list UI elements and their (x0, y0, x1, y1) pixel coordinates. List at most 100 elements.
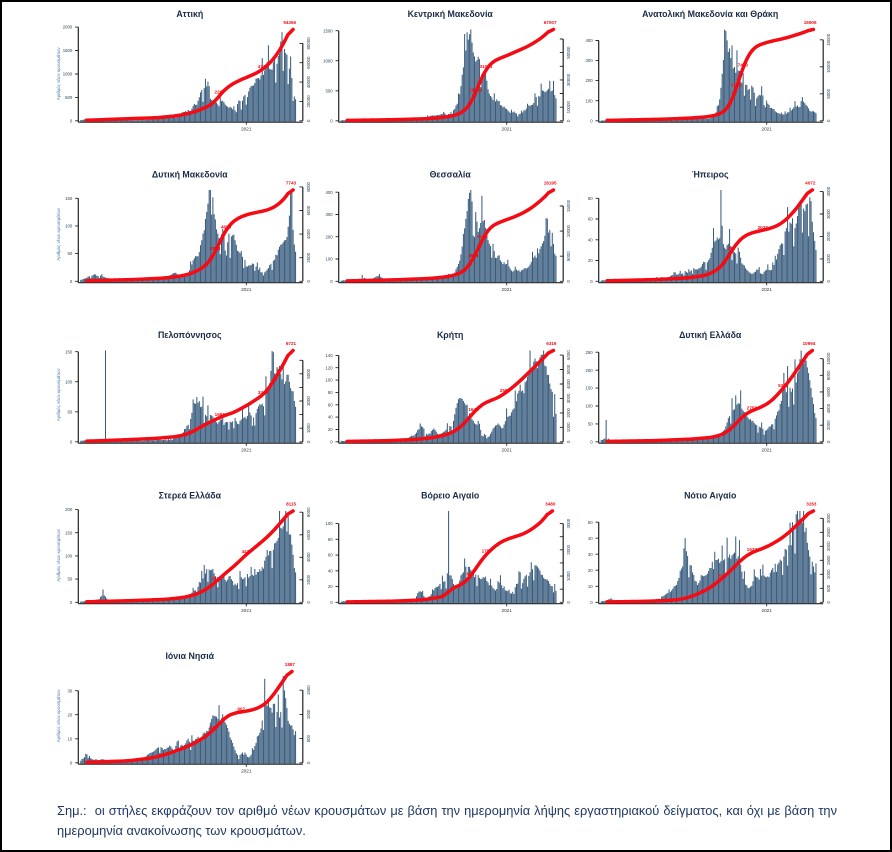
svg-text:3000: 3000 (566, 393, 571, 403)
svg-text:140: 140 (326, 353, 334, 358)
svg-text:30000: 30000 (566, 73, 571, 86)
svg-text:9046: 9046 (477, 234, 488, 239)
svg-text:Δυτική Ελλάδα: Δυτική Ελλάδα (679, 330, 742, 340)
svg-text:20: 20 (588, 568, 593, 573)
svg-text:200: 200 (65, 507, 73, 512)
svg-text:0: 0 (70, 118, 73, 123)
svg-text:1000: 1000 (63, 72, 73, 77)
svg-text:2000: 2000 (63, 25, 73, 30)
svg-text:4735: 4735 (258, 64, 269, 69)
svg-text:3480: 3480 (545, 501, 556, 506)
svg-text:0: 0 (330, 600, 333, 605)
svg-text:5000: 5000 (566, 251, 571, 261)
svg-text:150: 150 (65, 530, 73, 535)
svg-text:20: 20 (328, 584, 333, 589)
svg-text:Ανατολική Μακεδονία και Θράκη: Ανατολική Μακεδονία και Θράκη (642, 9, 778, 19)
svg-text:1756: 1756 (482, 549, 493, 554)
svg-text:Δυτική Μακεδονία: Δυτική Μακεδονία (152, 169, 228, 179)
svg-text:100: 100 (65, 224, 73, 229)
svg-text:0: 0 (306, 119, 311, 122)
svg-text:30: 30 (68, 688, 73, 693)
svg-text:18195: 18195 (544, 180, 557, 185)
svg-text:3263: 3263 (806, 501, 817, 506)
svg-text:0: 0 (330, 439, 333, 444)
svg-text:50: 50 (68, 251, 73, 256)
svg-text:Αριθμός νέων κρουσμάτων: Αριθμός νέων κρουσμάτων (56, 47, 61, 101)
svg-text:10000: 10000 (566, 101, 571, 114)
svg-text:4072: 4072 (805, 180, 816, 185)
svg-text:Πελοπόννησος: Πελοπόννησος (158, 330, 222, 340)
svg-text:2021: 2021 (501, 608, 512, 613)
svg-text:0: 0 (70, 279, 73, 284)
svg-text:1000: 1000 (323, 58, 333, 63)
svg-text:0: 0 (566, 119, 571, 122)
svg-text:806: 806 (466, 571, 474, 576)
svg-text:40: 40 (328, 568, 333, 573)
svg-text:Βόρειο Αιγαίο: Βόρειο Αιγαίο (421, 490, 480, 500)
svg-text:Θεσσαλία: Θεσσαλία (430, 169, 472, 179)
svg-text:250: 250 (586, 350, 594, 355)
svg-text:1686: 1686 (215, 412, 226, 417)
svg-text:996: 996 (728, 246, 736, 251)
svg-text:6000: 6000 (826, 386, 831, 396)
svg-text:1500: 1500 (826, 555, 831, 565)
svg-text:4437: 4437 (241, 549, 252, 554)
svg-text:40: 40 (588, 536, 593, 541)
svg-text:2021: 2021 (241, 447, 252, 452)
svg-text:0: 0 (70, 439, 73, 444)
svg-text:0: 0 (330, 118, 333, 123)
svg-text:Ιόνια Νησιά: Ιόνια Νησιά (165, 651, 214, 661)
svg-text:Αριθμός νέων κρουσμάτων: Αριθμός νέων κρουσμάτων (56, 368, 61, 422)
svg-text:1887: 1887 (285, 662, 296, 667)
svg-text:80: 80 (588, 196, 593, 201)
svg-text:Νότιο Αιγαίο: Νότιο Αιγαίο (684, 490, 737, 500)
svg-text:1500: 1500 (323, 28, 333, 33)
svg-text:50: 50 (68, 409, 73, 414)
svg-text:2000: 2000 (826, 541, 831, 551)
svg-text:8000: 8000 (306, 507, 311, 517)
svg-text:6000: 6000 (306, 205, 311, 215)
svg-text:15000: 15000 (566, 199, 571, 212)
svg-text:0: 0 (566, 280, 571, 283)
svg-text:150: 150 (65, 196, 73, 201)
svg-text:0: 0 (826, 601, 831, 604)
svg-text:4000: 4000 (306, 552, 311, 562)
svg-text:1641: 1641 (468, 407, 479, 412)
svg-text:1000: 1000 (306, 423, 311, 433)
svg-text:2000: 2000 (826, 420, 831, 430)
svg-text:Αριθμός νέων κρουσμάτων: Αριθμός νέων κρουσμάτων (56, 689, 61, 743)
svg-text:2012: 2012 (211, 576, 222, 581)
svg-text:60: 60 (328, 402, 333, 407)
svg-text:40000: 40000 (306, 75, 311, 88)
svg-text:3349: 3349 (258, 390, 269, 395)
svg-text:2883: 2883 (210, 246, 221, 251)
svg-text:6000: 6000 (306, 529, 311, 539)
svg-text:500: 500 (65, 95, 73, 100)
svg-text:8000: 8000 (306, 181, 311, 191)
svg-text:Αριθμός νέων κρουσμάτων: Αριθμός νέων κρουσμάτων (56, 528, 61, 582)
svg-text:Κεντρική Μακεδονία: Κεντρική Μακεδονία (408, 9, 494, 19)
svg-text:120: 120 (326, 365, 334, 370)
svg-text:0: 0 (826, 119, 831, 122)
svg-text:30: 30 (588, 552, 593, 557)
svg-text:2021: 2021 (501, 287, 512, 292)
svg-text:7450: 7450 (738, 63, 749, 68)
svg-text:400: 400 (326, 190, 334, 195)
svg-text:3000: 3000 (826, 209, 831, 219)
svg-text:0: 0 (590, 118, 593, 123)
svg-text:3000: 3000 (566, 518, 571, 528)
svg-text:5000: 5000 (826, 88, 831, 98)
svg-text:5000: 5000 (566, 364, 571, 374)
svg-text:1500: 1500 (306, 685, 311, 695)
svg-text:100: 100 (326, 378, 334, 383)
svg-text:2756: 2756 (747, 406, 758, 411)
svg-text:0: 0 (826, 280, 831, 283)
svg-text:1000: 1000 (826, 569, 831, 579)
svg-text:500: 500 (326, 88, 334, 93)
svg-text:100: 100 (326, 257, 334, 262)
svg-text:500: 500 (826, 584, 831, 592)
svg-text:8000: 8000 (826, 370, 831, 380)
svg-text:4000: 4000 (306, 229, 311, 239)
svg-text:100: 100 (586, 404, 594, 409)
svg-text:Κρήτη: Κρήτη (437, 330, 463, 340)
